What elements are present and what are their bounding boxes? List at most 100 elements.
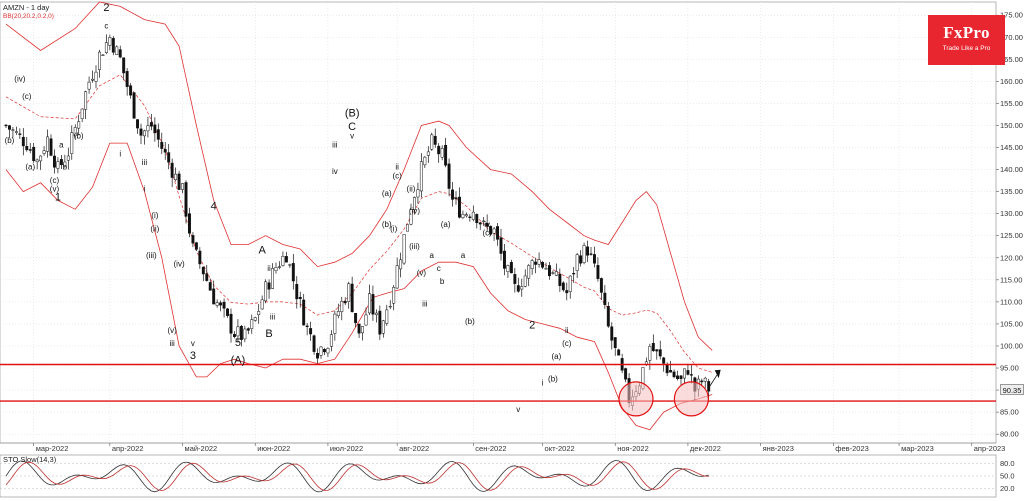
candle-body	[260, 299, 264, 310]
candle-body	[257, 311, 261, 316]
candle-body	[399, 259, 403, 270]
y-tick-label: 135.00	[1000, 187, 1023, 196]
candle-body	[624, 368, 628, 380]
y-tick-label: 105.00	[1000, 319, 1023, 328]
y-tick-label: 115.00	[1000, 275, 1022, 284]
candle-body	[156, 129, 160, 140]
candle-body	[572, 272, 576, 275]
stochastic-panel[interactable]: 80.0 50.0 20.0	[0, 454, 1015, 498]
candle-body	[496, 226, 500, 240]
y-tick-label: 85.00	[1000, 408, 1019, 417]
candle-body	[444, 144, 448, 166]
candle-body	[395, 265, 399, 289]
candle-body	[679, 375, 683, 379]
candle-body	[264, 281, 268, 302]
wave-label: (ii)	[150, 224, 159, 233]
candle-body	[66, 155, 70, 161]
candle-body	[340, 301, 344, 313]
x-tick-label: апр-2022	[112, 444, 144, 453]
candle-body	[347, 283, 351, 302]
candle-body	[613, 337, 617, 348]
candle-body	[302, 299, 306, 326]
candle-body	[222, 301, 226, 309]
price-axis[interactable]: 80.0085.0090.0095.00100.00105.00110.0011…	[996, 11, 1023, 439]
x-tick-label: ноя-2022	[617, 444, 649, 453]
chart-grid	[0, 1, 997, 444]
candle-body	[593, 254, 596, 264]
wave-label: v	[350, 132, 354, 141]
highlight-circle	[618, 381, 654, 417]
wave-label: (v)	[417, 268, 427, 277]
upper-band	[5, 1, 713, 351]
candle-body	[236, 326, 240, 337]
candle-body	[378, 310, 382, 335]
candle-body	[267, 282, 271, 290]
x-tick-label: фев-2023	[835, 444, 869, 453]
candle-body	[323, 349, 326, 353]
candle-body	[239, 325, 243, 340]
candle-body	[291, 263, 295, 282]
stochastic-d-line	[5, 461, 709, 492]
wave-label: 2	[103, 2, 109, 14]
wave-label: ii	[565, 326, 569, 335]
candle-body	[350, 283, 354, 313]
candle-body	[53, 155, 56, 168]
wave-label: a	[59, 141, 64, 150]
y-tick-label: 150.00	[1000, 121, 1023, 130]
candle-body	[579, 255, 583, 264]
candle-body	[122, 57, 126, 74]
candle-body	[333, 313, 337, 334]
candle-body	[14, 131, 18, 133]
wave-label: (i)	[390, 224, 397, 233]
candle-body	[129, 85, 133, 96]
candle-body	[437, 145, 441, 155]
candle-body	[354, 312, 358, 324]
candle-body	[39, 155, 43, 162]
candle-body	[648, 346, 652, 361]
x-tick-label: окт-2022	[545, 444, 575, 453]
candle-body	[458, 196, 461, 218]
candle-body	[478, 222, 482, 225]
indicator-label: BB(20,20.2,0.2,0)	[3, 13, 54, 20]
candle-body	[284, 256, 288, 263]
candle-body	[516, 285, 520, 292]
support-resistance-lines[interactable]	[0, 363, 996, 402]
y-tick-label: 80.00	[1000, 430, 1019, 439]
wave-label: i	[542, 379, 544, 388]
candle-body	[700, 380, 704, 383]
last-price-badge: 90.35	[1000, 384, 1024, 395]
stochastic-level-label: 20.0	[1000, 484, 1015, 493]
wave-label: (iv)	[14, 74, 25, 83]
candle-body	[582, 245, 586, 264]
y-tick-label: 160.00	[1000, 77, 1023, 86]
candle-body	[94, 71, 98, 82]
wave-label: (c)	[392, 171, 402, 180]
wave-label: ii	[395, 163, 399, 172]
x-tick-label: май-2022	[185, 444, 218, 453]
candle-body	[198, 250, 202, 265]
y-tick-label: 140.00	[1000, 165, 1023, 174]
middle-band	[5, 74, 713, 373]
candle-body	[278, 266, 281, 268]
time-axis[interactable]: мар-2022 апр-2022 май-2022 июн-2022 июл-2022…	[0, 442, 1005, 453]
wave-label: (a)	[441, 220, 451, 229]
candle-body	[665, 363, 669, 374]
candle-body	[489, 225, 493, 235]
candle-body	[554, 271, 558, 276]
bollinger-bands	[5, 1, 713, 431]
y-tick-label: 155.00	[1000, 99, 1023, 108]
candle-body	[451, 189, 455, 200]
candle-body	[513, 274, 517, 284]
candle-body	[4, 124, 8, 127]
candle-body	[599, 278, 603, 293]
candle-body	[219, 302, 223, 306]
candle-body	[568, 275, 572, 292]
candle-body	[84, 91, 88, 110]
candle-body	[28, 149, 32, 151]
candle-body	[174, 173, 178, 181]
candle-body	[108, 37, 112, 46]
wave-label: (b)	[74, 132, 84, 141]
y-tick-label: 175.00	[1000, 11, 1023, 20]
wave-label: A	[258, 244, 266, 256]
